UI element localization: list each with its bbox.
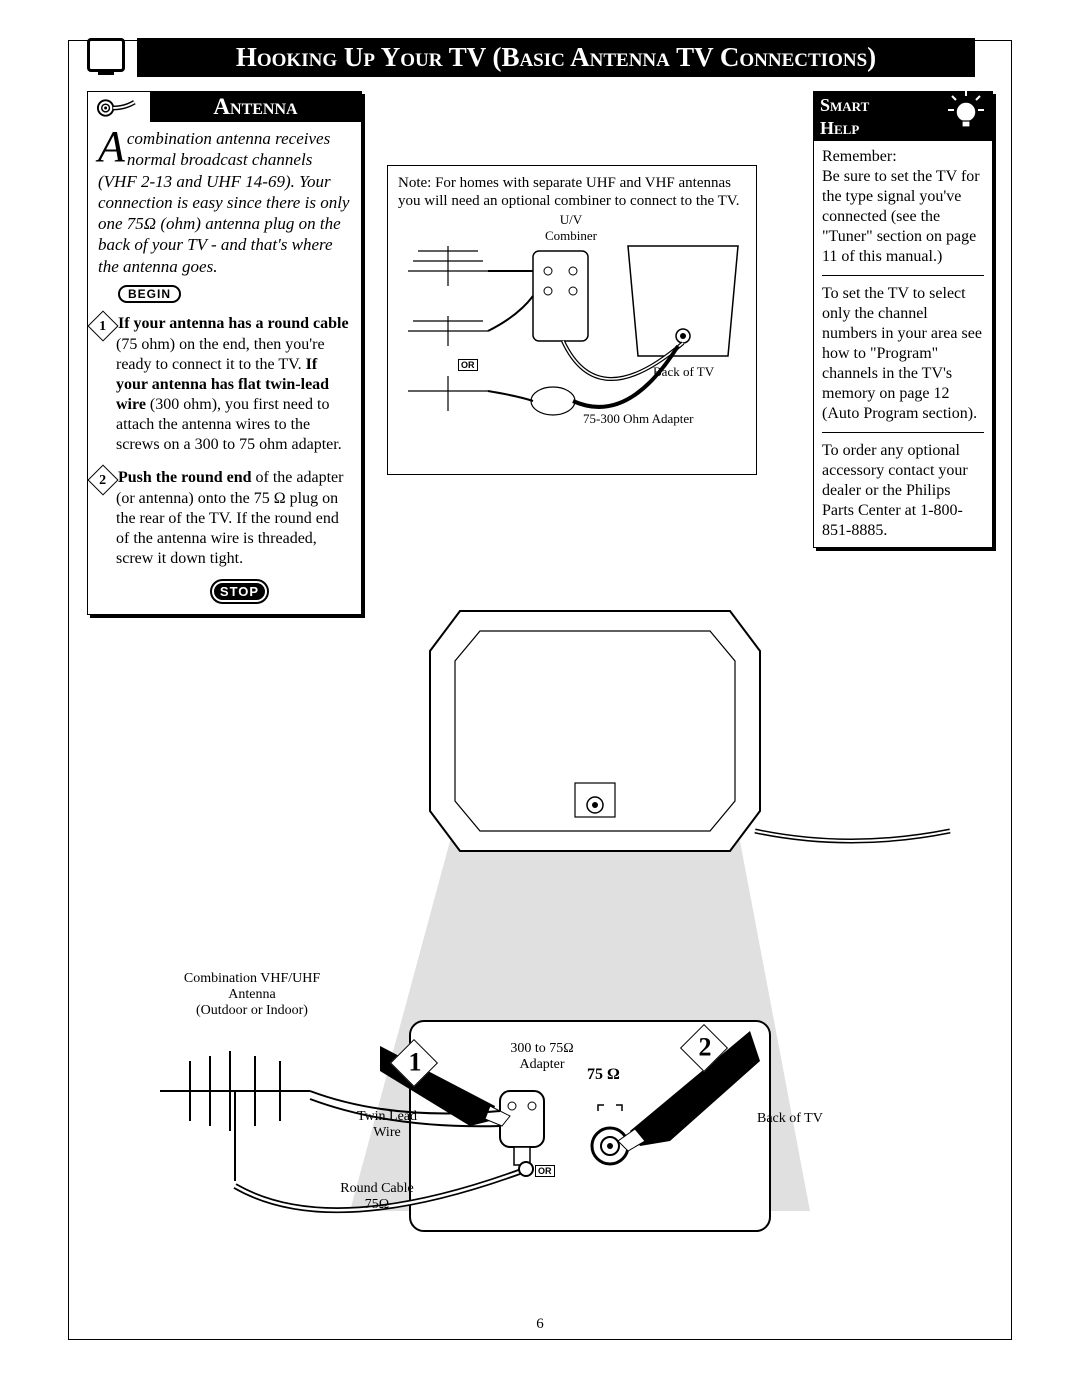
smart-help-p2: To set the TV to select only the channel… xyxy=(822,284,984,424)
step-1: 1 If your antenna has a round cable (75 … xyxy=(88,307,361,461)
or-badge-big: OR xyxy=(535,1165,555,1177)
page-number: 6 xyxy=(69,1316,1011,1333)
ohm75-label: 75 Ω xyxy=(587,1066,620,1084)
or-badge-small: OR xyxy=(458,359,478,371)
smart-label: Smart xyxy=(820,95,869,115)
antenna-panel: Antenna A combination antenna receives n… xyxy=(87,91,362,615)
antenna-header: Antenna xyxy=(150,92,361,122)
smart-help-panel: Smart Help Remember: Be sure to set the … xyxy=(813,91,993,548)
round-cable-label: Round Cable 75Ω xyxy=(327,1181,427,1213)
step1-rest1: (75 ohm) on the end, then you're ready t… xyxy=(116,336,325,373)
combiner-note: Note: For homes with separate UHF and VH… xyxy=(398,174,746,210)
step1-rest2: (300 ohm), you first need to attach the … xyxy=(116,396,342,453)
combiner-note-panel: Note: For homes with separate UHF and VH… xyxy=(387,165,757,475)
lightbulb-icon xyxy=(944,88,988,132)
main-diagram: Combination VHF/UHF Antenna (Outdoor or … xyxy=(127,591,953,1271)
combo-antenna-label: Combination VHF/UHF Antenna (Outdoor or … xyxy=(162,971,342,1019)
step-2: 2 Push the round end of the adapter (or … xyxy=(88,461,361,575)
back-of-tv-label: Back of TV xyxy=(653,364,714,380)
step-2-marker: 2 xyxy=(87,464,118,495)
uv-combiner-label: U/V Combiner xyxy=(536,212,606,244)
back-of-tv-label-big: Back of TV xyxy=(757,1111,823,1127)
twin-lead-label: Twin Lead Wire xyxy=(347,1109,427,1141)
step2-bold: Push the round end xyxy=(118,469,252,486)
content: Antenna A combination antenna receives n… xyxy=(87,91,993,1309)
step-1-marker: 1 xyxy=(87,310,118,341)
tv-icon xyxy=(87,38,125,72)
antenna-intro: A combination antenna receives normal br… xyxy=(88,126,361,283)
diamond-1: 1 xyxy=(397,1046,431,1080)
step1-bold1: If your antenna has a round cable xyxy=(118,315,349,332)
smart-help-header: Smart Help xyxy=(814,92,992,141)
help-label: Help xyxy=(820,118,859,138)
begin-badge: BEGIN xyxy=(118,285,181,303)
drop-cap: A xyxy=(98,128,127,165)
intro-body: combination antenna receives normal broa… xyxy=(98,129,349,276)
adapter-label: 300 to 75Ω Adapter xyxy=(497,1041,587,1073)
smart-help-body: Remember: Be sure to set the TV for the … xyxy=(814,141,992,547)
page-frame: Hooking Up Your TV (Basic Antenna TV Con… xyxy=(68,40,1012,1340)
diamond-2: 2 xyxy=(687,1031,721,1065)
combiner-diagram: U/V Combiner Back of TV 75-300 Ohm Adapt… xyxy=(398,216,746,436)
coax-icon xyxy=(96,94,136,127)
smart-help-p1: Remember: Be sure to set the TV for the … xyxy=(822,147,984,267)
page-title: Hooking Up Your TV (Basic Antenna TV Con… xyxy=(137,38,975,77)
smart-help-p3: To order any optional accessory contact … xyxy=(822,441,984,541)
adapter-label-small: 75-300 Ohm Adapter xyxy=(583,411,693,427)
